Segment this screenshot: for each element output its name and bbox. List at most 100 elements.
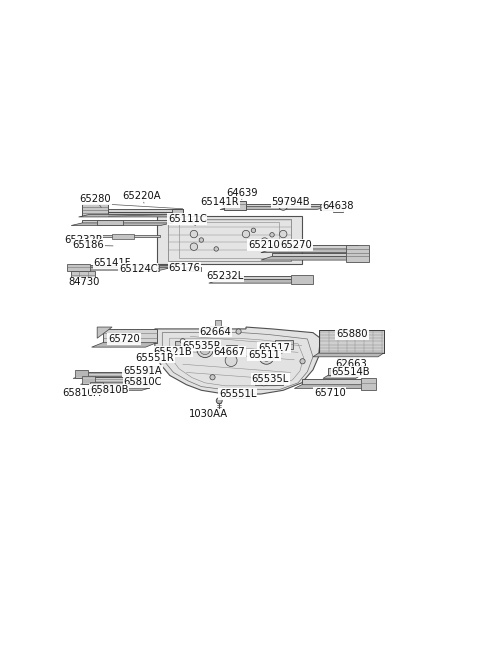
Circle shape	[216, 398, 222, 403]
Circle shape	[270, 233, 274, 237]
Polygon shape	[334, 204, 343, 212]
Text: 65210B: 65210B	[248, 240, 287, 250]
Polygon shape	[361, 379, 376, 390]
Text: 65517: 65517	[258, 343, 290, 352]
Circle shape	[261, 238, 268, 245]
Text: 64638: 64638	[323, 201, 354, 211]
Polygon shape	[290, 275, 313, 284]
Polygon shape	[261, 249, 358, 253]
Circle shape	[200, 344, 210, 354]
Circle shape	[259, 349, 274, 364]
Circle shape	[278, 347, 284, 353]
Text: 65270: 65270	[280, 240, 312, 250]
Polygon shape	[209, 280, 302, 283]
Polygon shape	[323, 375, 360, 379]
Polygon shape	[220, 206, 328, 210]
Circle shape	[279, 231, 287, 238]
Circle shape	[199, 238, 204, 242]
Polygon shape	[157, 348, 173, 354]
Text: 65141R: 65141R	[201, 197, 239, 208]
Polygon shape	[216, 320, 221, 326]
Text: 65511: 65511	[248, 350, 280, 360]
Circle shape	[180, 339, 185, 344]
Polygon shape	[90, 209, 183, 212]
Polygon shape	[67, 267, 172, 270]
Polygon shape	[83, 376, 96, 384]
Circle shape	[251, 228, 256, 233]
Text: 65514B: 65514B	[332, 367, 370, 377]
Text: 65232R: 65232R	[64, 234, 102, 244]
Circle shape	[284, 343, 289, 348]
Text: 65220A: 65220A	[122, 191, 161, 201]
Polygon shape	[83, 204, 108, 216]
Polygon shape	[275, 340, 292, 348]
Polygon shape	[272, 253, 358, 256]
Polygon shape	[103, 329, 156, 343]
Polygon shape	[88, 388, 149, 390]
Polygon shape	[321, 204, 335, 210]
Polygon shape	[186, 267, 202, 271]
Polygon shape	[257, 349, 271, 357]
Text: 59794B: 59794B	[271, 197, 310, 208]
Circle shape	[225, 354, 237, 367]
Circle shape	[178, 348, 183, 352]
Polygon shape	[90, 212, 183, 214]
Text: 62663: 62663	[335, 358, 367, 369]
Text: 84730: 84730	[69, 278, 100, 288]
Polygon shape	[73, 376, 149, 379]
Text: 65710: 65710	[314, 388, 346, 398]
Text: 65551L: 65551L	[219, 389, 256, 399]
Circle shape	[260, 379, 267, 386]
Polygon shape	[88, 377, 149, 382]
Circle shape	[214, 247, 218, 251]
Text: 64639: 64639	[227, 188, 258, 198]
Polygon shape	[302, 379, 369, 384]
Polygon shape	[255, 375, 283, 384]
Text: 65535R: 65535R	[182, 341, 221, 350]
Polygon shape	[229, 391, 250, 398]
Text: 65232L: 65232L	[206, 271, 243, 281]
Text: 65551R: 65551R	[135, 352, 174, 363]
Polygon shape	[90, 382, 103, 390]
Polygon shape	[83, 234, 160, 237]
Polygon shape	[67, 264, 90, 271]
Text: 65810B: 65810B	[90, 384, 128, 394]
Text: 65280: 65280	[80, 194, 111, 204]
Polygon shape	[155, 327, 321, 394]
Text: 65186: 65186	[72, 240, 104, 250]
Polygon shape	[226, 345, 237, 352]
Polygon shape	[71, 271, 96, 278]
Polygon shape	[220, 276, 302, 280]
Circle shape	[279, 201, 288, 210]
Circle shape	[190, 243, 198, 250]
Circle shape	[300, 359, 305, 364]
Text: 65720: 65720	[108, 334, 140, 344]
Circle shape	[210, 375, 215, 380]
Polygon shape	[92, 343, 156, 347]
Polygon shape	[131, 264, 158, 271]
Text: 65880: 65880	[336, 329, 368, 339]
Text: 65124C: 65124C	[119, 264, 157, 274]
Polygon shape	[75, 370, 88, 379]
Text: 65176: 65176	[168, 263, 201, 273]
Polygon shape	[231, 204, 328, 206]
Circle shape	[236, 329, 241, 334]
Text: 65141F: 65141F	[93, 258, 131, 268]
Text: 65591A: 65591A	[123, 366, 162, 376]
Circle shape	[197, 341, 213, 358]
Circle shape	[190, 231, 198, 238]
Text: 65111C: 65111C	[168, 214, 206, 224]
Circle shape	[262, 352, 271, 362]
Polygon shape	[81, 371, 149, 376]
Polygon shape	[97, 220, 123, 225]
Text: 1030AA: 1030AA	[189, 409, 228, 419]
Polygon shape	[83, 220, 172, 223]
Polygon shape	[328, 368, 360, 375]
Polygon shape	[81, 382, 149, 384]
Polygon shape	[97, 327, 112, 338]
Polygon shape	[172, 209, 183, 217]
Polygon shape	[313, 353, 384, 357]
Polygon shape	[347, 245, 369, 262]
Polygon shape	[175, 341, 186, 348]
Polygon shape	[261, 256, 358, 260]
